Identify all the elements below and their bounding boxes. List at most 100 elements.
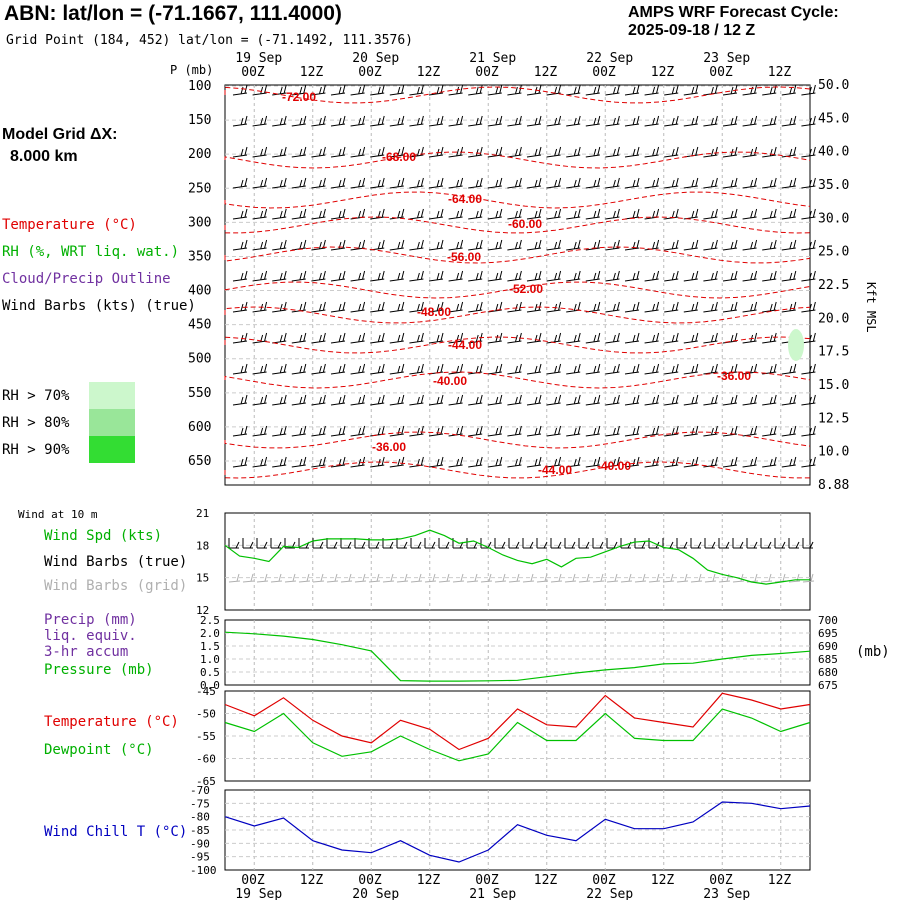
wind-barb (624, 301, 640, 313)
height-tick-label: 17.5 (818, 345, 849, 360)
wind-barb (468, 84, 483, 96)
wind-barb (664, 115, 679, 127)
rh70-swatch (89, 382, 135, 409)
wind-barb (762, 208, 777, 220)
wind-barb (742, 456, 758, 468)
wind-barb (389, 239, 405, 251)
wind-barb (566, 146, 581, 158)
wind-barb (781, 425, 797, 437)
time-tick-top: 12Z (300, 65, 324, 80)
wind-barb (428, 115, 444, 127)
wind-barb (291, 84, 307, 96)
wind-barb-true (228, 538, 240, 549)
wind-barb (487, 115, 503, 127)
time-tick-bottom: 00Z (241, 873, 265, 888)
wind-barb (370, 177, 385, 189)
wind-barb (762, 177, 777, 189)
wind-barb (624, 456, 640, 468)
wind-barb (370, 84, 385, 96)
wind-barb (585, 115, 601, 127)
wind-barb (272, 332, 287, 344)
wind-barb (507, 456, 522, 468)
wind-barb (409, 332, 424, 344)
wind-barb (487, 301, 503, 313)
wind-barb (742, 394, 758, 406)
wind-barb (428, 270, 444, 282)
wind-barb-true (690, 538, 702, 549)
wind-barb (370, 239, 385, 251)
wind-barb (389, 456, 405, 468)
pressure-tick-label: 100 (188, 79, 211, 94)
wind-barb (330, 394, 346, 406)
wind-barb (566, 363, 581, 375)
wind-barb (722, 394, 738, 406)
wind-barb (389, 301, 405, 313)
wind-barb (762, 301, 777, 313)
isotherm (224, 431, 811, 449)
wind-barb-true (312, 538, 324, 549)
wind-barb (585, 208, 601, 220)
wind-barb-grid (704, 573, 717, 583)
wind-barb (526, 177, 542, 189)
pressure-tick-label: 250 (188, 181, 211, 196)
wind-barb-true (270, 538, 282, 549)
wind-barb (370, 270, 385, 282)
wind-tick-label: 15 (196, 572, 209, 585)
wind-barb (252, 239, 268, 251)
wind-barb (546, 332, 562, 344)
wind-barb (350, 425, 366, 437)
wind-barb (644, 177, 660, 189)
pressure-tick-label: 700 (818, 614, 838, 627)
wind-barb (566, 394, 581, 406)
wind-barb (781, 177, 797, 189)
wind-barb (350, 332, 366, 344)
chill-tick-label: -75 (190, 797, 210, 810)
wind-barb (664, 332, 679, 344)
wind-barb (448, 456, 464, 468)
wind-barb-grid (354, 573, 367, 583)
pressure-tick-label: 200 (188, 147, 211, 162)
wind-barb (232, 363, 248, 375)
wind-barb (409, 208, 424, 220)
wind-barb (566, 239, 581, 251)
wind-barb (252, 115, 268, 127)
wind-barb (389, 394, 405, 406)
isotherm (224, 336, 811, 354)
temp-tick-label: -50 (196, 708, 216, 721)
wind-barb (232, 456, 248, 468)
wind-barb-grid (564, 573, 577, 583)
wind-barb (624, 115, 640, 127)
wind-barb (272, 394, 287, 406)
date-label-top: 19 Sep (235, 51, 282, 66)
isotherm-label: -56.00 (447, 250, 481, 264)
height-tick-label: 15.0 (818, 378, 849, 393)
height-tick-label: 45.0 (818, 111, 849, 126)
wind-barb (350, 146, 366, 158)
wind-barb (683, 239, 699, 251)
wind-barb (507, 239, 522, 251)
wind-barb (722, 456, 738, 468)
wind-barb (683, 456, 699, 468)
wind-barb (683, 270, 699, 282)
wind-barb (272, 146, 287, 158)
wind-barb (448, 146, 464, 158)
wind-barb (507, 208, 522, 220)
wind-barb (664, 301, 679, 313)
wind-barb (428, 208, 444, 220)
wind-barb (801, 146, 816, 158)
temp-tick-label: -45 (196, 685, 216, 698)
wind-barb (703, 394, 718, 406)
wind-barb (409, 456, 424, 468)
wind-barb-true (704, 538, 716, 549)
time-tick-bottom: 12Z (300, 873, 324, 888)
wind-barb (330, 270, 346, 282)
wind-barb (801, 394, 816, 406)
wind-barb (409, 301, 424, 313)
wind-barb-grid (760, 573, 773, 583)
wind-barb (624, 332, 640, 344)
legend-pressure: Pressure (mb) (44, 662, 154, 678)
wind-barb (624, 146, 640, 158)
wind-barb (526, 456, 542, 468)
wind-barb (330, 146, 346, 158)
wind-barb (409, 270, 424, 282)
